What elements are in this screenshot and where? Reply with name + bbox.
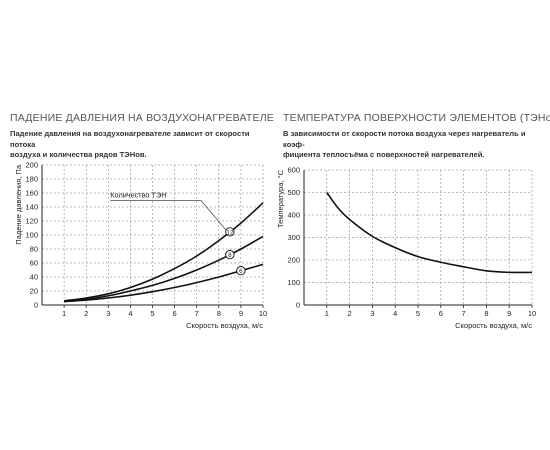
x-tick-label: 2 bbox=[84, 309, 88, 318]
pressure-drop-chart: 1 2 3 4 5 6 7 8 9 10020406080100120140160180200Ск… bbox=[14, 161, 267, 330]
y-tick-label: 20 bbox=[30, 287, 38, 296]
x-tick-label: 7 bbox=[462, 309, 466, 318]
y-tick-label: 180 bbox=[25, 175, 38, 184]
y-tick-label: 80 bbox=[30, 245, 38, 254]
x-tick-label: 8 bbox=[217, 309, 221, 318]
x-tick-label: 9 bbox=[507, 309, 511, 318]
surface-temperature-panel: ТЕМПЕРАТУРА ПОВЕРХНОСТИ ЭЛЕМЕНТОВ (ТЭНов… bbox=[275, 0, 550, 450]
x-axis-label: Скорость воздуха, м/с bbox=[186, 321, 263, 330]
pressure-drop-title: ПАДЕНИЕ ДАВЛЕНИЯ НА ВОЗДУХОНАГРЕВАТЕЛЕ bbox=[10, 112, 275, 124]
x-tick-label: 3 bbox=[370, 309, 374, 318]
y-tick-label: 200 bbox=[25, 161, 38, 170]
y-tick-label: 120 bbox=[25, 217, 38, 226]
x-tick-label: 8 bbox=[484, 309, 488, 318]
x-tick-labels: 1 2 3 4 5 6 7 8 9 10 bbox=[325, 305, 536, 318]
x-tick-label: 2 bbox=[348, 309, 352, 318]
y-tick-label: 140 bbox=[25, 203, 38, 212]
y-tick-label: 0 bbox=[34, 301, 38, 310]
x-tick-labels: 1 2 3 4 5 6 7 8 9 10 bbox=[62, 305, 267, 318]
x-tick-label: 5 bbox=[416, 309, 420, 318]
series-line-8 bbox=[64, 235, 264, 303]
x-tick-label: 5 bbox=[150, 309, 154, 318]
x-tick-label: 9 bbox=[239, 309, 243, 318]
series-marker-circle bbox=[225, 249, 235, 260]
series-line bbox=[326, 192, 533, 274]
y-tick-labels: 0 20 40 60 80 100 120 140 160 180 200 bbox=[25, 161, 38, 310]
surface-temperature-description-line-2: фициента теплосъёма с поверхностей нагре… bbox=[283, 150, 485, 159]
x-tick-label: 10 bbox=[259, 309, 267, 318]
y-tick-label: 400 bbox=[287, 211, 300, 220]
x-tick-label: 3 bbox=[106, 309, 110, 318]
x-tick-label: 6 bbox=[173, 309, 177, 318]
y-tick-label: 40 bbox=[30, 273, 38, 282]
y-tick-label: 600 bbox=[287, 166, 300, 175]
surface-temperature-description-line-1: В зависимости от скорости потока воздуха… bbox=[283, 129, 526, 149]
x-tick-label: 1 bbox=[325, 309, 329, 318]
pressure-drop-description-line-1: Падение давления на воздухонагревателе з… bbox=[10, 129, 250, 149]
series-label-8: 8 bbox=[228, 252, 232, 259]
series-label-6: 6 bbox=[239, 268, 243, 275]
y-tick-labels: 0 100 200 300 400 500 600 bbox=[287, 166, 300, 310]
y-tick-label: 500 bbox=[287, 188, 300, 197]
grid bbox=[304, 169, 533, 305]
y-tick-label: 160 bbox=[25, 189, 38, 198]
x-tick-label: 4 bbox=[393, 309, 397, 318]
pressure-drop-description: Падение давления на воздухонагревателе з… bbox=[10, 129, 272, 161]
series-label-12: 12 bbox=[226, 229, 234, 236]
series-marker-circle bbox=[225, 227, 235, 237]
series-markers: 12 Количество ТЭН 8 6 bbox=[110, 191, 246, 276]
surface-temperature-description: В зависимости от скорости потока воздуха… bbox=[283, 129, 545, 161]
x-tick-label: 1 bbox=[62, 309, 66, 318]
y-axis-label: Падение давления, Па bbox=[14, 164, 23, 245]
annotation-leader bbox=[110, 200, 227, 231]
pressure-drop-panel: ПАДЕНИЕ ДАВЛЕНИЯ НА ВОЗДУХОНАГРЕВАТЕЛЕ П… bbox=[10, 112, 275, 330]
y-tick-label: 60 bbox=[30, 259, 38, 268]
y-tick-label: 300 bbox=[287, 233, 300, 242]
y-tick-label: 200 bbox=[287, 256, 300, 265]
series-line-6 bbox=[64, 263, 264, 303]
annotation-label: Количество ТЭН bbox=[110, 191, 166, 200]
x-tick-label: 7 bbox=[195, 309, 199, 318]
pressure-drop-description-line-2: воздуха и количества рядов ТЭНов. bbox=[10, 150, 147, 159]
y-tick-label: 0 bbox=[296, 301, 300, 310]
x-axis-label: Скорость воздуха, м/с bbox=[455, 321, 532, 330]
x-tick-label: 6 bbox=[439, 309, 443, 318]
x-tick-label: 4 bbox=[128, 309, 132, 318]
y-tick-label: 100 bbox=[25, 231, 38, 240]
series-group bbox=[326, 192, 533, 274]
y-axis-label: Температура, °С bbox=[276, 169, 285, 228]
surface-temperature-title: ТЕМПЕРАТУРА ПОВЕРХНОСТИ ЭЛЕМЕНТОВ (ТЭНов… bbox=[283, 112, 550, 124]
y-tick-label: 100 bbox=[287, 278, 300, 287]
x-tick-label: 10 bbox=[528, 309, 536, 318]
series-marker-circle bbox=[236, 266, 246, 276]
